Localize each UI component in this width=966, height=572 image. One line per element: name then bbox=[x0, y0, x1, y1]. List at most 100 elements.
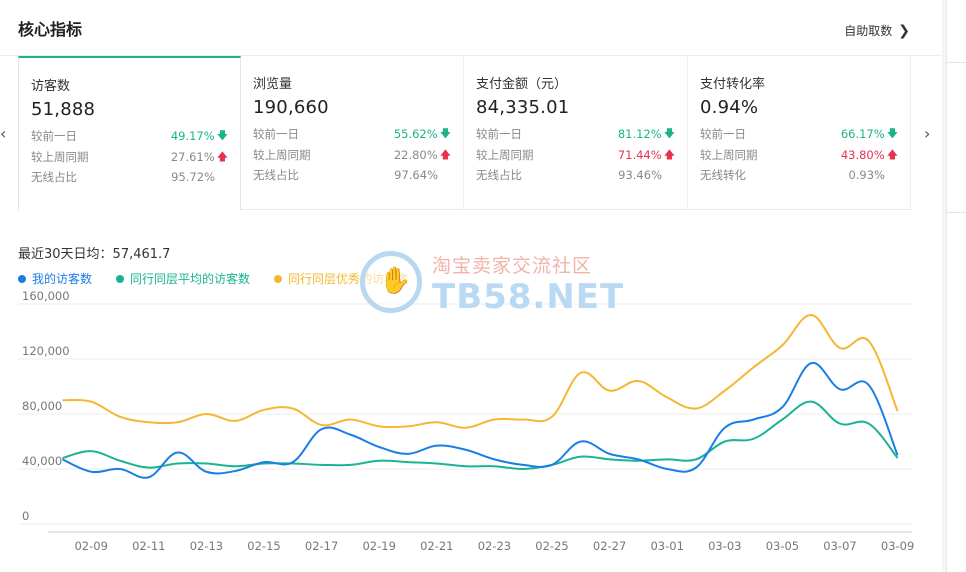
compare-label: 较上周同期 bbox=[476, 147, 534, 162]
x-tick-label: 03-03 bbox=[708, 539, 741, 553]
compare-value: 81.12% bbox=[617, 127, 662, 141]
legend-item-peer-excellent[interactable]: 同行同层优秀的访客数 bbox=[274, 270, 408, 287]
compare-value-wrap: 81.12% 🡇 bbox=[618, 124, 675, 145]
metric-value: 0.94% bbox=[700, 97, 759, 118]
arrow-down-icon: 🡇 bbox=[439, 127, 451, 140]
arrow-down-icon: 🡇 bbox=[216, 129, 228, 142]
compare-value-wrap: 27.61% 🡅 bbox=[171, 147, 228, 168]
metric-compare-row: 较前一日 55.62% 🡇 bbox=[253, 124, 451, 145]
metric-compare-row: 较前一日 66.17% 🡇 bbox=[700, 124, 898, 145]
metric-compare-row: 无线占比 95.72% bbox=[31, 167, 228, 188]
compare-value: 95.72% bbox=[171, 170, 215, 184]
y-tick-label: 120,000 bbox=[22, 344, 70, 358]
metric-compare-row: 较前一日 49.17% 🡇 bbox=[31, 126, 228, 147]
arrow-up-icon: 🡅 bbox=[663, 147, 675, 161]
legend-dot bbox=[116, 274, 125, 283]
legend-label: 我的访客数 bbox=[32, 272, 93, 286]
compare-value: 97.64% bbox=[394, 168, 438, 182]
metric-label: 支付转化率 bbox=[700, 77, 766, 92]
panel-title: 核心指标 bbox=[18, 20, 83, 39]
compare-value-wrap: 97.64% bbox=[394, 165, 451, 186]
series-line-0[interactable] bbox=[61, 362, 899, 479]
arrow-down-icon: 🡇 bbox=[886, 127, 898, 140]
x-tick-label: 02-27 bbox=[593, 539, 626, 553]
compare-label: 较上周同期 bbox=[700, 147, 758, 162]
metric-card-visitors[interactable]: 访客数 51,888 较前一日 49.17% 🡇 较上周同期 27.61% 🡅 无… bbox=[18, 56, 241, 210]
compare-label: 较前一日 bbox=[31, 129, 77, 143]
cards-next-arrow-icon[interactable]: › bbox=[924, 124, 931, 143]
y-tick-label: 160,000 bbox=[22, 290, 70, 303]
side-strip-segment bbox=[947, 0, 966, 63]
compare-value-wrap: 55.62% 🡇 bbox=[394, 124, 451, 145]
legend-item-peer-average[interactable]: 同行同层平均的访客数 bbox=[116, 270, 250, 287]
right-side-strip bbox=[946, 0, 966, 572]
legend-dot bbox=[18, 274, 26, 283]
series-line-1[interactable] bbox=[62, 400, 899, 471]
metric-value: 51,888 bbox=[31, 99, 96, 120]
arrow-up-icon: 🡅 bbox=[216, 149, 228, 163]
legend-dot bbox=[274, 274, 283, 283]
metric-compare-row: 无线转化 0.93% bbox=[700, 165, 898, 186]
x-tick-label: 02-11 bbox=[132, 539, 165, 553]
visitors-line-chart: 0 40,000 80,000 120,000 160,000 02-09 02-11 02-… bbox=[18, 290, 914, 553]
metric-compare-row: 无线占比 93.46% bbox=[476, 165, 675, 186]
self-service-export-label: 自助取数 bbox=[844, 24, 893, 38]
x-tick-label: 02-15 bbox=[247, 539, 280, 553]
x-tick-label: 03-05 bbox=[766, 539, 799, 553]
compare-value-wrap: 66.17% 🡇 bbox=[841, 124, 898, 145]
compare-label: 无线占比 bbox=[476, 168, 522, 182]
x-tick-label: 02-21 bbox=[420, 539, 453, 553]
compare-label: 较前一日 bbox=[253, 127, 299, 141]
compare-value: 27.61% bbox=[170, 149, 215, 164]
arrow-up-icon: 🡅 bbox=[439, 147, 451, 161]
header-divider bbox=[0, 55, 942, 56]
x-tick-label: 02-13 bbox=[190, 539, 223, 553]
metric-compare-row: 无线占比 97.64% bbox=[253, 165, 451, 186]
metric-value: 190,660 bbox=[253, 97, 329, 118]
thirty-day-average: 最近30天日均：57,461.7 bbox=[18, 247, 171, 262]
compare-label: 较前一日 bbox=[476, 127, 522, 141]
y-tick-label: 80,000 bbox=[22, 399, 62, 413]
metric-value: 84,335.01 bbox=[476, 97, 570, 118]
compare-value: 22.80% bbox=[393, 147, 438, 162]
x-tick-label: 02-09 bbox=[74, 539, 107, 553]
compare-value: 43.80% bbox=[840, 147, 885, 162]
x-tick-label: 03-07 bbox=[823, 539, 856, 553]
self-service-export-link[interactable]: 自助取数 ❯ bbox=[844, 22, 910, 39]
compare-label: 较前一日 bbox=[700, 127, 746, 141]
side-strip-segment bbox=[947, 62, 966, 213]
metric-card-payment-amount[interactable]: 支付金额（元） 84,335.01 较前一日 81.12% 🡇 较上周同期 71.… bbox=[464, 56, 688, 209]
watermark-cn-text: 淘宝卖家交流社区 bbox=[432, 255, 593, 277]
legend-label: 同行同层优秀的访客数 bbox=[288, 272, 409, 286]
metric-compare-row: 较上周同期 27.61% 🡅 bbox=[31, 147, 228, 168]
metric-label: 访客数 bbox=[31, 79, 71, 94]
compare-value-wrap: 71.44% 🡅 bbox=[618, 145, 675, 166]
x-tick-label: 03-09 bbox=[881, 539, 914, 553]
x-tick-label: 03-01 bbox=[650, 539, 683, 553]
compare-value: 71.44% bbox=[617, 147, 662, 162]
metric-label: 支付金额（元） bbox=[476, 77, 568, 92]
compare-value-wrap: 22.80% 🡅 bbox=[394, 145, 451, 166]
legend-label: 同行同层平均的访客数 bbox=[130, 272, 251, 286]
compare-label: 较上周同期 bbox=[253, 147, 311, 162]
x-tick-label: 02-17 bbox=[305, 539, 338, 553]
compare-label: 无线转化 bbox=[700, 168, 746, 182]
x-tick-label: 02-25 bbox=[535, 539, 568, 553]
compare-label: 较上周同期 bbox=[31, 149, 89, 164]
compare-value-wrap: 0.93% bbox=[848, 165, 898, 186]
cards-prev-arrow-icon[interactable]: ‹ bbox=[0, 124, 7, 143]
compare-value: 49.17% bbox=[170, 129, 215, 143]
metric-card-pageviews[interactable]: 浏览量 190,660 较前一日 55.62% 🡇 较上周同期 22.80% 🡅 … bbox=[241, 56, 464, 209]
series-line-2[interactable] bbox=[62, 313, 899, 429]
compare-value: 0.93% bbox=[848, 168, 885, 182]
metric-card-conversion-rate[interactable]: 支付转化率 0.94% 较前一日 66.17% 🡇 较上周同期 43.80% 🡅 … bbox=[688, 56, 911, 209]
legend-item-my-visitors[interactable]: 我的访客数 bbox=[18, 270, 92, 287]
metric-compare-row: 较上周同期 22.80% 🡅 bbox=[253, 145, 451, 166]
compare-value: 66.17% bbox=[840, 127, 885, 141]
metric-cards: 访客数 51,888 较前一日 49.17% 🡇 较上周同期 27.61% 🡅 无… bbox=[18, 56, 911, 210]
metric-compare-row: 较上周同期 43.80% 🡅 bbox=[700, 145, 898, 166]
compare-value-wrap: 49.17% 🡇 bbox=[171, 126, 228, 147]
metric-compare-row: 较前一日 81.12% 🡇 bbox=[476, 124, 675, 145]
y-tick-label: 0 bbox=[22, 509, 29, 523]
metric-compare-row: 较上周同期 71.44% 🡅 bbox=[476, 145, 675, 166]
